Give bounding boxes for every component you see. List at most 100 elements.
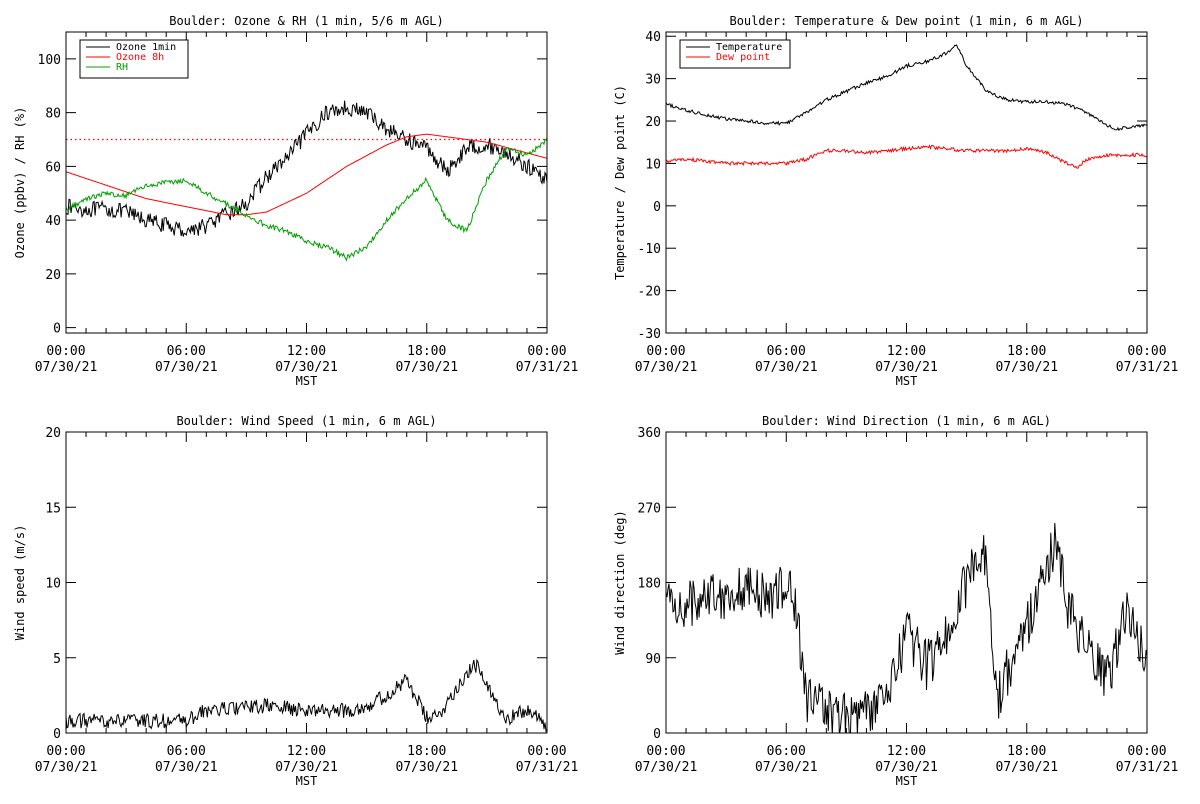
x-tick-label-date: 07/30/21 (395, 760, 458, 775)
x-tick-label-date: 07/30/21 (995, 360, 1058, 375)
x-tick-label-date: 07/30/21 (275, 760, 338, 775)
x-tick-label-date: 07/30/21 (995, 760, 1058, 775)
plot-frame (665, 431, 1148, 734)
x-tick-label-date: 07/30/21 (35, 760, 98, 775)
x-tick-label-time: 12:00 (887, 344, 926, 359)
y-tick-label: 20 (45, 426, 61, 441)
x-tick-label-time: 00:00 (1127, 744, 1166, 759)
y-tick-label: 0 (653, 727, 661, 742)
legend-entry: RH (116, 62, 128, 73)
chart-panel-1: Boulder: Ozone & RH (1 min, 5/6 m AGL) Oz… (13, 14, 578, 388)
chart-title: Boulder: Wind Speed (1 min, 6 m AGL) (176, 414, 436, 428)
y-tick-label: 20 (45, 268, 61, 283)
x-tick-label-date: 07/31/21 (1116, 760, 1179, 775)
y-tick-label: 180 (638, 577, 661, 592)
y-tick-label: 360 (638, 426, 661, 441)
y-tick-label: 100 (38, 53, 61, 68)
x-tick-label-time: 00:00 (646, 744, 685, 759)
series-line-ozone-8h (66, 133, 547, 216)
x-tick-label-date: 07/30/21 (635, 360, 698, 375)
series-line-rh (66, 137, 547, 262)
legend-box (679, 39, 791, 69)
x-tick-label-date: 07/30/21 (875, 760, 938, 775)
series-line-1 (66, 658, 547, 733)
x-tick-label-date: 07/31/21 (516, 760, 579, 775)
x-tick-label-date: 07/30/21 (155, 760, 218, 775)
x-tick-label-time: 00:00 (646, 344, 685, 359)
x-axis-label: MST (896, 774, 918, 788)
x-tick-label-time: 06:00 (767, 744, 806, 759)
chart-panel-2: Boulder: Temperature & Dew point (1 min,… (613, 14, 1178, 388)
chart-panel-3: Boulder: Wind Speed (1 min, 6 m AGL) Wind… (13, 414, 578, 788)
y-tick-label: 10 (45, 577, 61, 592)
chart-title: Boulder: Wind Direction (1 min, 6 m AGL) (762, 414, 1051, 428)
plot-frame (665, 31, 1148, 334)
y-tick-label: 10 (645, 157, 661, 172)
y-tick-label: 270 (638, 501, 661, 516)
plot-frame (65, 431, 548, 734)
plot-frame (65, 31, 548, 334)
y-axis-label: Wind speed (m/s) (13, 525, 27, 641)
x-tick-label-time: 18:00 (407, 744, 446, 759)
legend-entry: Ozone 8h (116, 52, 164, 63)
y-tick-label: 20 (645, 115, 661, 130)
y-tick-label: -10 (638, 242, 661, 257)
y-tick-label: 0 (53, 322, 61, 337)
y-tick-label: 40 (45, 214, 61, 229)
x-tick-label-time: 00:00 (527, 344, 566, 359)
chart-panel-4: Boulder: Wind Direction (1 min, 6 m AGL)… (613, 414, 1178, 788)
x-tick-label-date: 07/30/21 (875, 360, 938, 375)
series-line-temperature (666, 44, 1147, 132)
x-tick-label-time: 00:00 (46, 744, 85, 759)
x-tick-label-time: 12:00 (287, 744, 326, 759)
y-tick-label: 0 (653, 200, 661, 215)
x-tick-label-time: 06:00 (167, 344, 206, 359)
x-axis-label: MST (296, 774, 318, 788)
y-tick-label: 90 (645, 652, 661, 667)
x-axis-label: MST (896, 374, 918, 388)
y-tick-label: -30 (638, 327, 661, 342)
x-tick-label-time: 12:00 (287, 344, 326, 359)
y-tick-label: 15 (45, 501, 61, 516)
x-axis-label: MST (296, 374, 318, 388)
y-tick-label: -20 (638, 285, 661, 300)
chart-title: Boulder: Ozone & RH (1 min, 5/6 m AGL) (169, 14, 444, 28)
y-tick-label: 30 (645, 73, 661, 88)
y-tick-label: 80 (45, 107, 61, 122)
y-tick-label: 5 (53, 652, 61, 667)
x-tick-label-date: 07/30/21 (155, 360, 218, 375)
x-tick-label-time: 00:00 (1127, 344, 1166, 359)
legend-box (79, 39, 189, 79)
y-axis-label: Wind direction (deg) (613, 510, 627, 655)
series-line-ozone-1min (66, 100, 547, 237)
y-tick-label: 0 (53, 727, 61, 742)
x-tick-label-date: 07/30/21 (275, 360, 338, 375)
x-tick-label-date: 07/30/21 (755, 360, 818, 375)
x-tick-label-date: 07/30/21 (35, 360, 98, 375)
y-tick-label: 60 (45, 160, 61, 175)
series-line-dew-point (666, 144, 1147, 169)
legend-entry: Ozone 1min (116, 42, 176, 53)
x-tick-label-date: 07/30/21 (755, 760, 818, 775)
x-tick-label-time: 12:00 (887, 744, 926, 759)
series-line-1 (666, 522, 1147, 733)
x-tick-label-date: 07/31/21 (1116, 360, 1179, 375)
x-tick-label-date: 07/31/21 (516, 360, 579, 375)
legend-entry: Temperature (716, 42, 782, 53)
chart-title: Boulder: Temperature & Dew point (1 min,… (729, 14, 1083, 28)
x-tick-label-time: 06:00 (167, 744, 206, 759)
x-tick-label-time: 00:00 (527, 744, 566, 759)
y-axis-label: Temperature / Dew point (C) (613, 85, 627, 280)
legend-entry: Dew point (716, 52, 770, 63)
x-tick-label-date: 07/30/21 (395, 360, 458, 375)
x-tick-label-time: 18:00 (1007, 344, 1046, 359)
x-tick-label-date: 07/30/21 (635, 760, 698, 775)
x-tick-label-time: 18:00 (1007, 744, 1046, 759)
y-axis-label: Ozone (ppbv) / RH (%) (13, 107, 27, 259)
x-tick-label-time: 06:00 (767, 344, 806, 359)
x-tick-label-time: 18:00 (407, 344, 446, 359)
x-tick-label-time: 00:00 (46, 344, 85, 359)
y-tick-label: 40 (645, 30, 661, 45)
